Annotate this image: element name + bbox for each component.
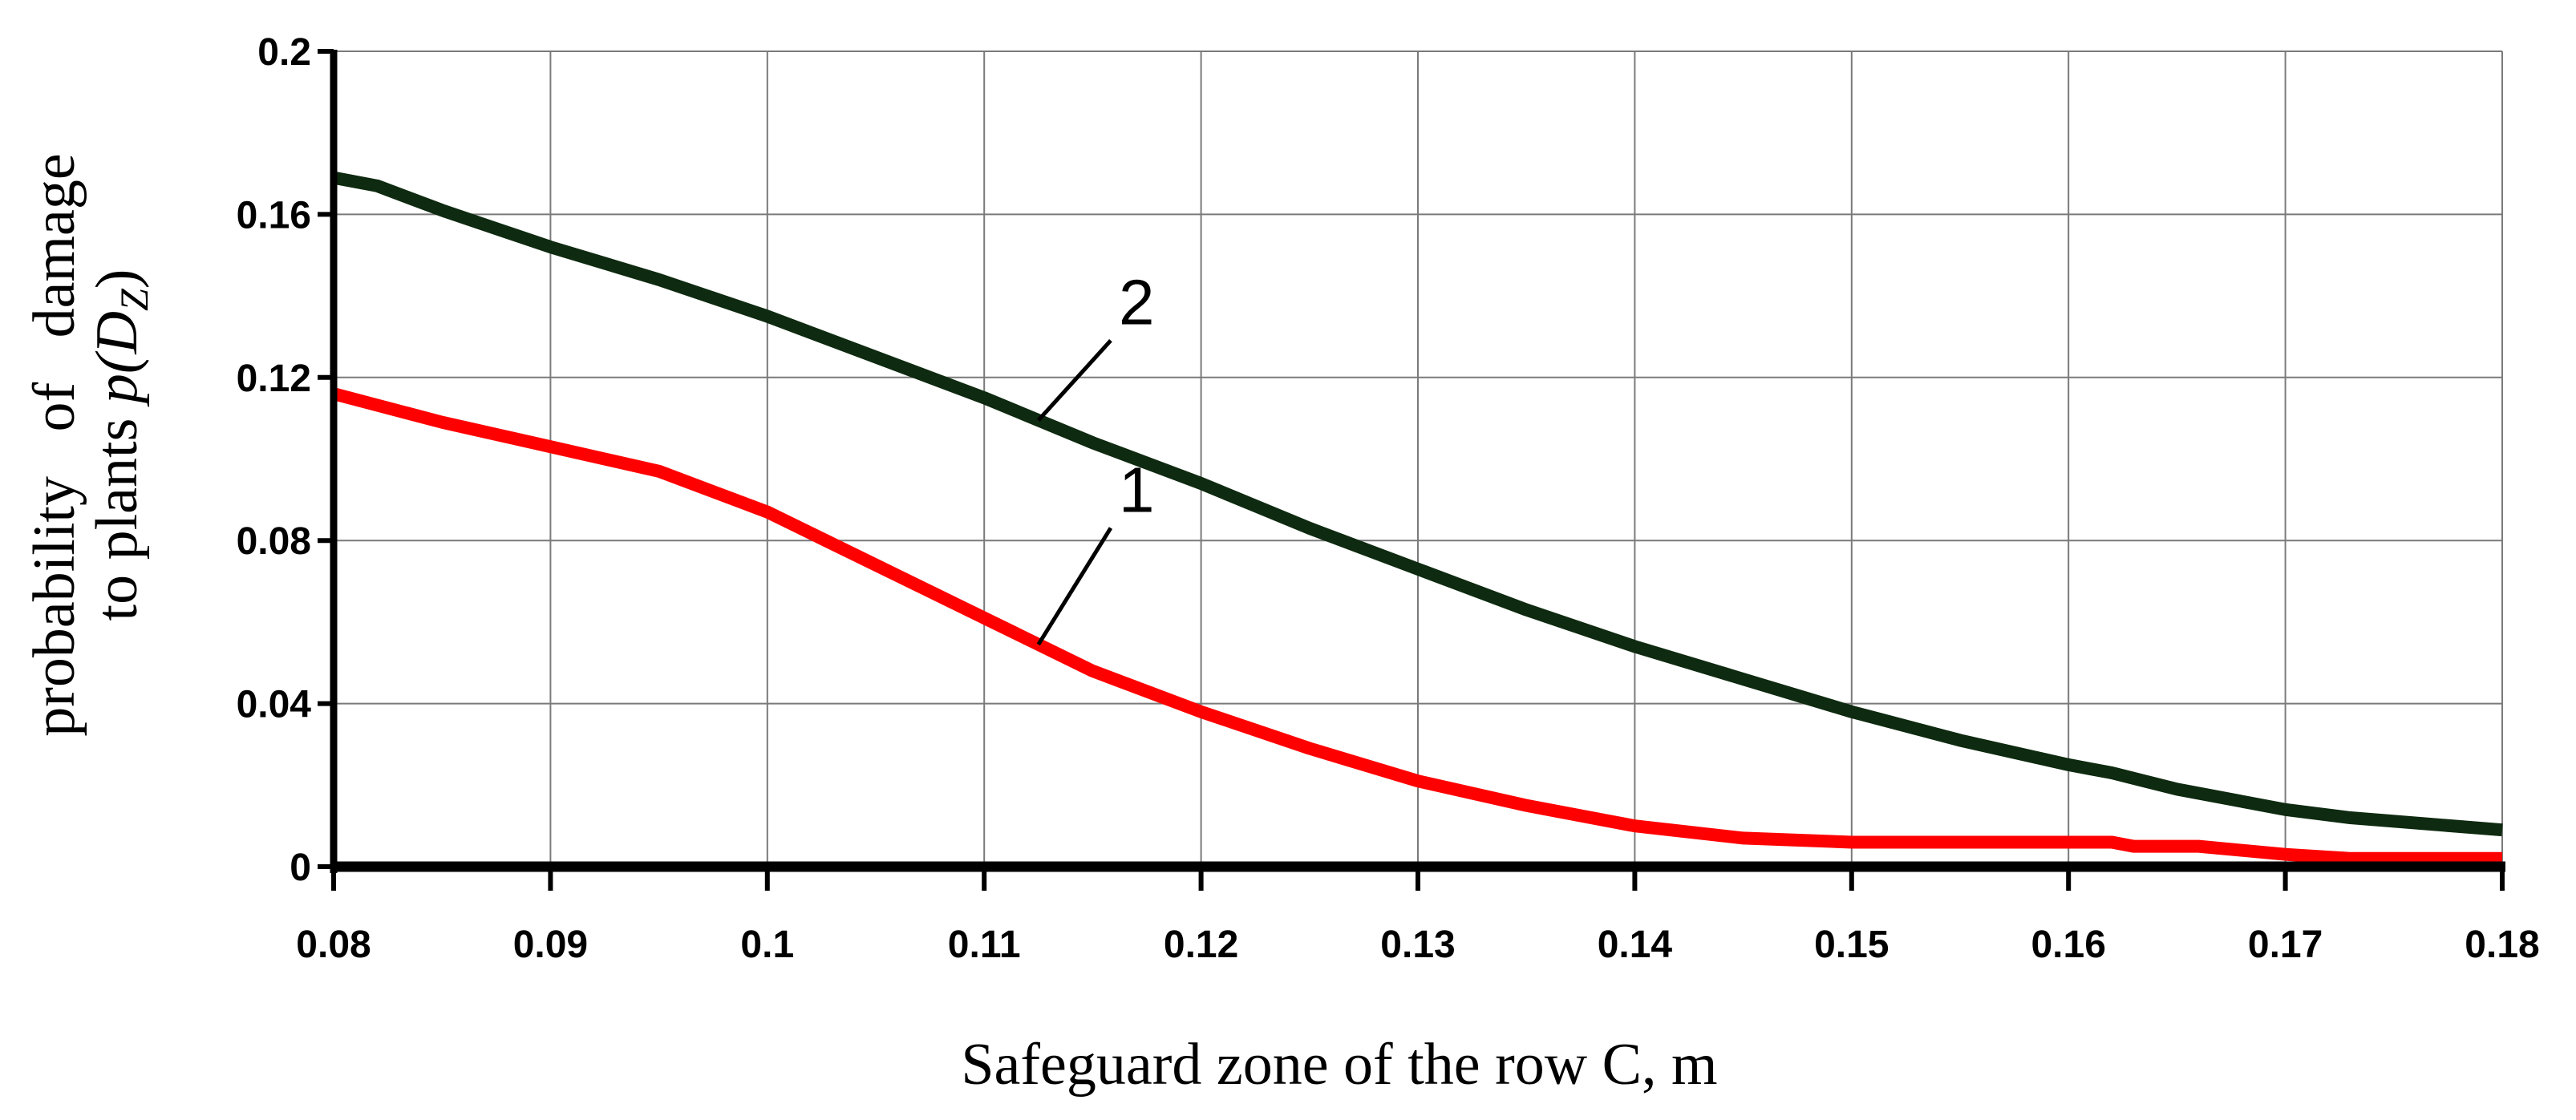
x-tick-label: 0.13 (1380, 924, 1455, 966)
curve-label-2: 2 (1119, 267, 1155, 338)
x-tick-label: 0.08 (296, 924, 371, 966)
grid (334, 51, 2503, 867)
y-tick-label: 0.12 (237, 358, 311, 400)
curve-label-1: 1 (1119, 455, 1155, 526)
annotation-leader-2 (1036, 339, 1112, 422)
series-line-2 (332, 171, 2503, 837)
annotation-leader-1 (1036, 527, 1113, 646)
y-axis-title-line2: to plants p(DZ) (84, 269, 156, 621)
annotations: 12 (1036, 267, 1155, 646)
y-axis-title-prefix: to plants (84, 403, 150, 621)
x-tick-label: 0.09 (513, 924, 588, 966)
series-line-1 (331, 387, 2502, 865)
y-axis-title-var: D (84, 311, 150, 354)
x-axis-title: Safeguard zone of the row C, m (961, 1032, 1717, 1098)
y-axis-title-subscript: Z (111, 288, 156, 311)
x-tick-label: 0.14 (1598, 924, 1673, 966)
y-tick-label: 0.08 (237, 520, 311, 563)
y-tick-label: 0 (290, 847, 311, 889)
y-axis-title-line1: probability of damage (22, 153, 87, 736)
y-tick-label: 0.16 (237, 194, 311, 237)
y-axis-title: probability of damage to plants p(DZ) (22, 153, 156, 736)
x-tick-label: 0.16 (2031, 924, 2105, 966)
x-tick-label: 0.15 (1814, 924, 1889, 966)
x-tick-label: 0.17 (2248, 924, 2323, 966)
y-tick-label: 0.2 (257, 31, 311, 74)
x-tick-label: 0.11 (948, 924, 1021, 966)
x-tick-label: 0.18 (2465, 924, 2539, 966)
x-tick-label: 0.1 (740, 924, 794, 966)
y-axis-title-close: ) (84, 269, 150, 289)
y-axis-title-math: p( (84, 350, 150, 407)
x-tick-label: 0.12 (1164, 924, 1238, 966)
y-tick-label: 0.04 (237, 684, 312, 726)
axes (318, 49, 2505, 891)
tick-labels: 0 0.04 0.08 0.12 0.16 0.2 0.08 0.09 0.1 0.11 0.12 0… (237, 31, 2540, 966)
series-group (331, 171, 2503, 865)
